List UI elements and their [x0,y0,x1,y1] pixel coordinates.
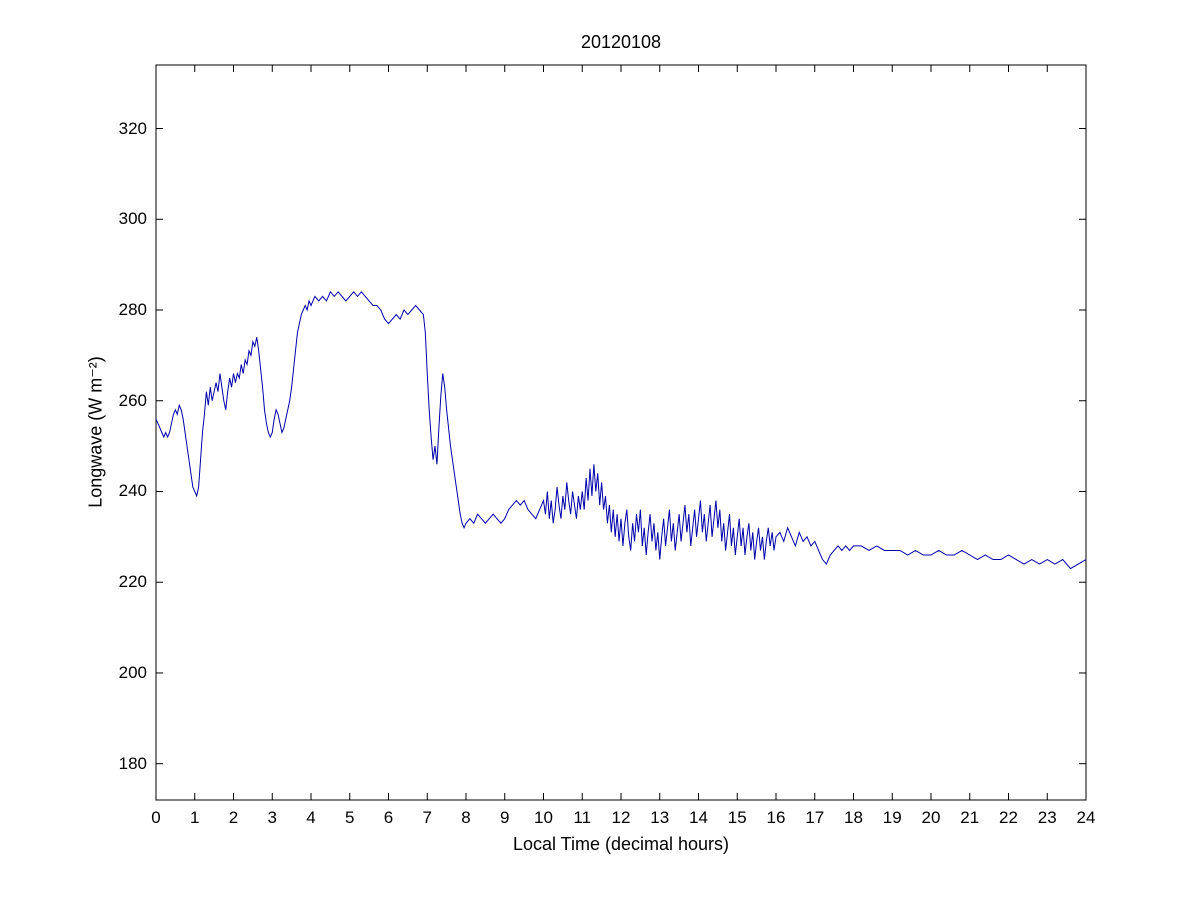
x-tick-label: 20 [921,808,941,827]
y-tick-label: 300 [118,209,147,229]
x-tick-label: 1 [190,808,200,827]
x-tick-label: 23 [1037,808,1057,827]
x-tick-label: 15 [727,808,747,827]
x-tick-label: 13 [650,808,670,827]
x-tick-label: 12 [611,808,631,827]
y-tick-label: 220 [118,572,147,592]
x-tick-label: 9 [500,808,510,827]
axes-box [155,64,1087,801]
y-tick-label: 320 [118,118,147,138]
x-tick-label: 4 [306,808,316,827]
x-tick-label: 8 [461,808,471,827]
x-tick-label: 14 [689,808,708,827]
y-tick-label: 240 [118,481,147,501]
x-tick-label: 5 [345,808,355,827]
x-tick-label: 0 [151,808,161,827]
y-tick-label: 260 [118,390,147,410]
chart-title: 20120108 [580,32,662,52]
x-tick-label: 6 [383,808,394,827]
x-tick-label: 24 [1076,808,1096,827]
longwave-series-line [155,290,1087,570]
x-tick-label: 17 [805,808,825,827]
x-axis-label: Local Time (decimal hours) [512,834,730,854]
x-tick-label: 7 [422,808,432,827]
x-tick-label: 19 [882,808,902,827]
x-tick-label: 22 [999,808,1018,827]
x-tick-label: 3 [267,808,277,827]
y-tick-label: 280 [118,300,147,319]
x-tick-label: 21 [960,808,980,827]
x-tick-label: 2 [228,808,239,827]
y-axis-label: Longwave (W m⁻²) [85,356,106,508]
x-tick-label: 16 [766,808,786,827]
x-tick-label: 18 [844,808,863,827]
x-tick-label: 11 [573,808,592,827]
y-tick-label: 180 [118,753,147,773]
y-tick-label: 200 [118,662,147,682]
x-tick-label: 10 [534,808,553,827]
